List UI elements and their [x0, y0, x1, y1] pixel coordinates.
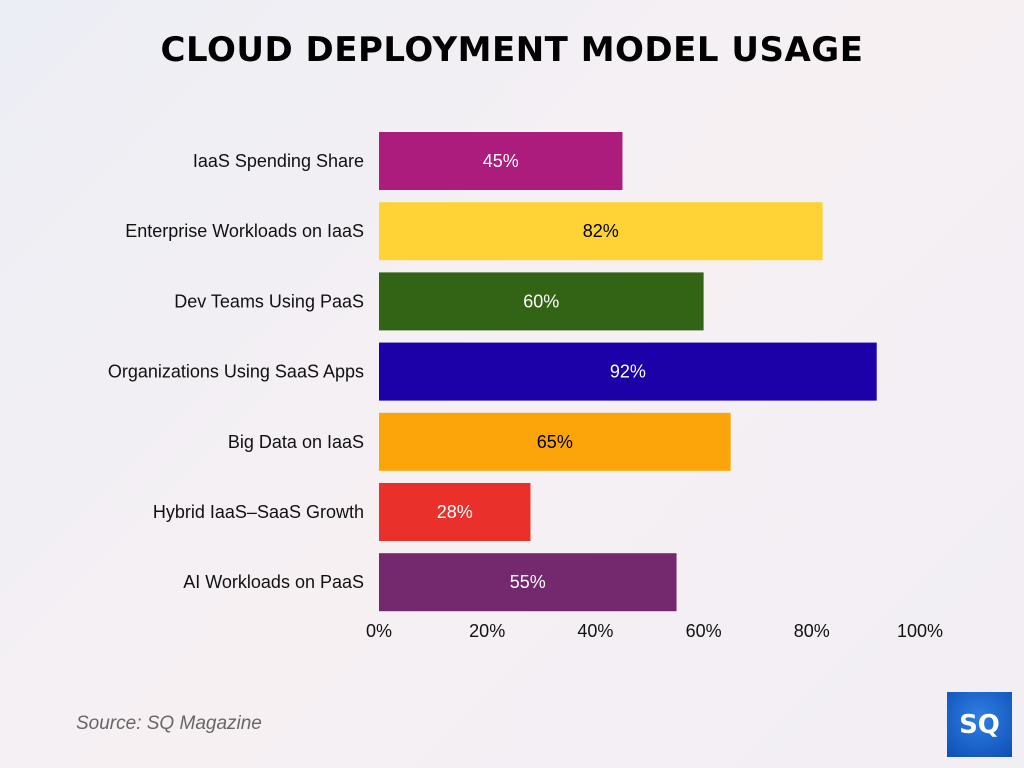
- data-label: 82%: [583, 221, 619, 241]
- category-label: AI Workloads on PaaS: [183, 572, 364, 592]
- x-tick-label: 40%: [577, 621, 613, 641]
- category-label: Dev Teams Using PaaS: [174, 291, 364, 311]
- data-label: 28%: [437, 502, 473, 522]
- data-label: 92%: [610, 362, 646, 382]
- data-label: 45%: [483, 151, 519, 171]
- category-label: IaaS Spending Share: [193, 151, 364, 171]
- data-label: 55%: [510, 572, 546, 592]
- chart-title: CLOUD DEPLOYMENT MODEL USAGE: [160, 30, 864, 70]
- bar: [379, 483, 531, 541]
- category-label: Enterprise Workloads on IaaS: [125, 221, 364, 241]
- sq-logo: SQ: [947, 692, 1012, 757]
- data-label: 60%: [523, 291, 559, 311]
- category-label: Hybrid IaaS–SaaS Growth: [153, 502, 364, 522]
- bar: [379, 342, 877, 401]
- category-label: Big Data on IaaS: [228, 432, 364, 452]
- x-tick-label: 20%: [469, 621, 505, 641]
- bar: [379, 132, 623, 190]
- bar: [379, 272, 704, 331]
- x-tick-label: 80%: [794, 621, 830, 641]
- x-tick-label: 60%: [686, 621, 722, 641]
- bar: [379, 553, 677, 612]
- category-label: Organizations Using SaaS Apps: [108, 362, 364, 382]
- bar: [379, 412, 731, 471]
- bar: [379, 202, 823, 261]
- x-tick-label: 0%: [366, 621, 392, 641]
- data-label: 65%: [537, 432, 573, 452]
- source-text: Source: SQ Magazine: [76, 713, 262, 734]
- x-tick-label: 100%: [897, 621, 943, 641]
